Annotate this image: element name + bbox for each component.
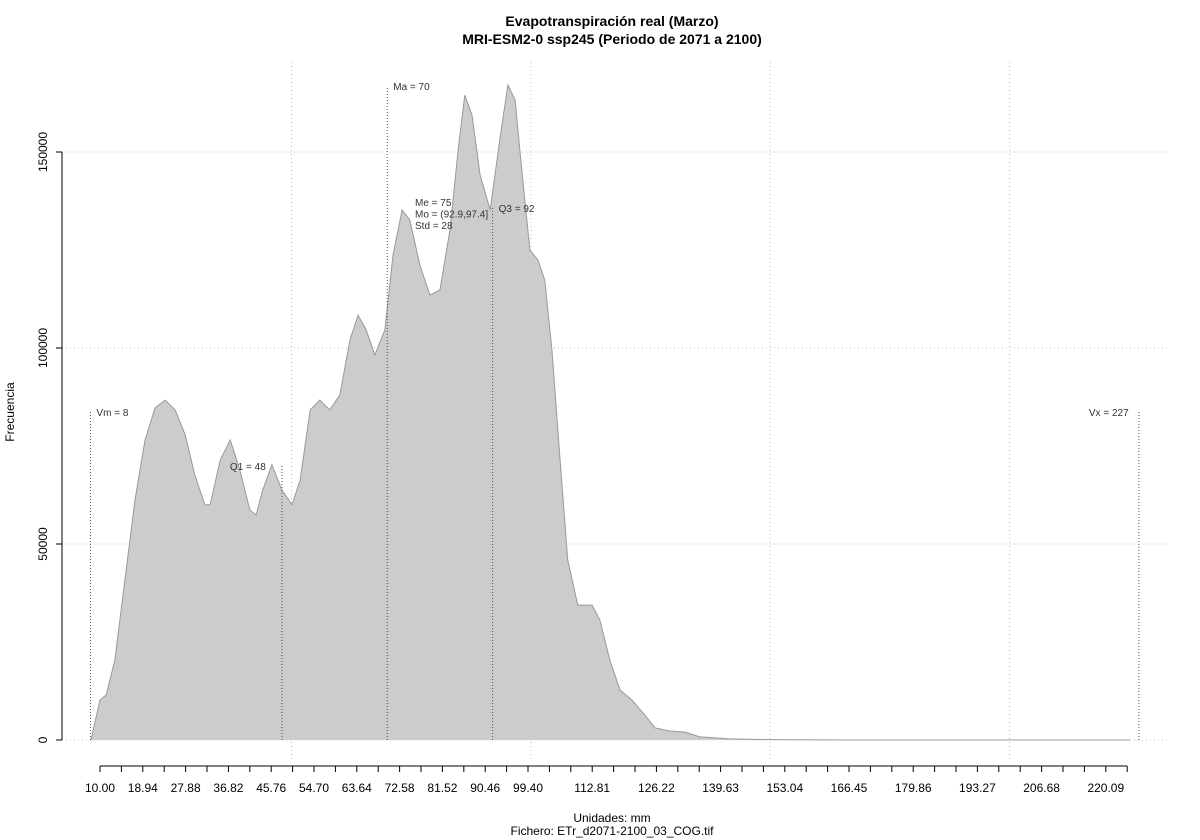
x-tick-label: 179.86	[895, 781, 932, 795]
x-tick-label: 45.76	[256, 781, 286, 795]
x-tick-label: 10.00	[85, 781, 115, 795]
marker-label: Vm = 8	[96, 408, 128, 419]
x-tick-label: 126.22	[638, 781, 675, 795]
marker-label: Vx = 227	[1089, 408, 1129, 419]
x-tick-label: 72.58	[385, 781, 415, 795]
y-axis-label: Frecuencia	[3, 382, 17, 442]
chart-title: Evapotranspiración real (Marzo)	[505, 13, 718, 29]
y-tick-label: 150000	[36, 132, 50, 172]
marker-label: Q1 = 48	[230, 462, 266, 473]
y-tick-label: 0	[36, 736, 50, 743]
x-tick-label: 81.52	[427, 781, 457, 795]
x-tick-label: 63.64	[342, 781, 372, 795]
x-tick-label: 193.27	[959, 781, 996, 795]
x-tick-label: 27.88	[171, 781, 201, 795]
density-line	[90, 83, 1130, 741]
stat-label: Std = 28	[415, 221, 453, 232]
x-tick-label: 220.09	[1087, 781, 1124, 795]
x-tick-label: 206.68	[1023, 781, 1060, 795]
y-tick-label: 100000	[36, 328, 50, 368]
x-axis-label: Unidades: mm	[573, 811, 650, 825]
x-tick-label: 36.82	[213, 781, 243, 795]
x-tick-label: 99.40	[513, 781, 543, 795]
x-tick-label: 166.45	[831, 781, 868, 795]
x-tick-label: 112.81	[574, 781, 610, 795]
x-tick-label: 18.94	[128, 781, 158, 795]
density-area	[90, 84, 1130, 740]
x-tick-label: 90.46	[470, 781, 500, 795]
x-tick-label: 153.04	[766, 781, 803, 795]
x-tick-label: 54.70	[299, 781, 329, 795]
marker-label: Ma = 70	[393, 82, 430, 93]
marker-label: Q3 = 92	[499, 204, 535, 215]
stat-label: Mo = (92.9,97.4]	[415, 210, 488, 221]
x-tick-label: 139.63	[702, 781, 739, 795]
stat-label: Me = 75	[415, 198, 452, 209]
caption: Fichero: ETr_d2071-2100_03_COG.tif	[511, 824, 715, 838]
y-tick-label: 50000	[36, 527, 50, 561]
chart-subtitle: MRI-ESM2-0 ssp245 (Periodo de 2071 a 210…	[462, 31, 762, 47]
